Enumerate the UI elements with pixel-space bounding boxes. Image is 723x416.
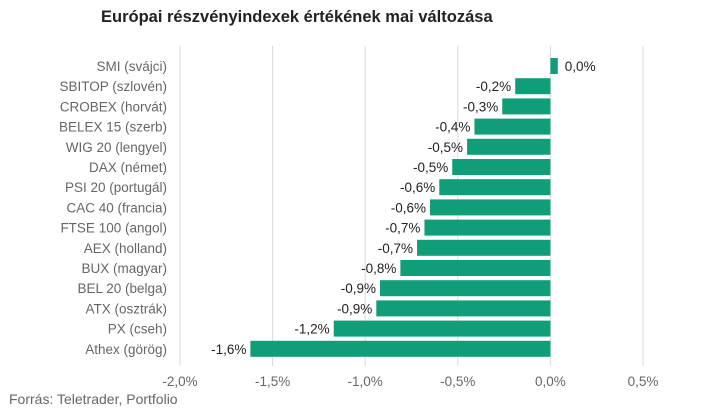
category-label: PX (cseh): [108, 322, 167, 337]
value-labels: 0,0% -0,2% -0,3% -0,4% -0,5% -0,5% -0,6% -0,6% -…: [211, 59, 595, 357]
bar: [250, 340, 551, 357]
bar: [452, 159, 551, 175]
bar: [400, 260, 551, 276]
bar: [333, 320, 551, 337]
bar: [424, 219, 551, 236]
bar: [439, 179, 551, 196]
category-label: Athex (görög): [85, 342, 167, 357]
x-axis-tick-labels: -2,0% -1,5% -1,0% -0,5% 0,0% 0,5%: [162, 374, 658, 389]
bar: [515, 78, 551, 95]
category-label: FTSE 100 (angol): [60, 221, 167, 236]
bar: [376, 300, 551, 317]
value-label: -0,9%: [341, 281, 376, 296]
value-label: -0,5%: [413, 160, 448, 175]
value-label: 0,0%: [565, 59, 596, 74]
x-tick-label: -1,0%: [348, 374, 383, 389]
value-label: -0,4%: [435, 120, 470, 135]
category-label: BELEX 15 (szerb): [59, 120, 167, 135]
category-label: DAX (német): [89, 160, 167, 175]
value-label: -0,2%: [476, 79, 511, 94]
value-label: -0,3%: [463, 99, 498, 114]
x-tick-label: 0,0%: [535, 374, 566, 389]
bar: [550, 58, 558, 74]
category-label: PSI 20 (portugál): [65, 180, 167, 195]
category-label: CAC 40 (francia): [66, 200, 167, 215]
value-label: -0,6%: [391, 200, 426, 215]
category-label: SBITOP (szlovén): [59, 79, 167, 94]
category-label: BUX (magyar): [81, 261, 167, 276]
value-label: -1,2%: [294, 322, 329, 337]
value-label: -0,7%: [378, 241, 413, 256]
value-label: -0,7%: [385, 221, 420, 236]
value-label: -0,9%: [337, 301, 372, 316]
value-label: -0,6%: [400, 180, 435, 195]
category-label: WIG 20 (lengyel): [66, 140, 167, 155]
x-tick-label: -0,5%: [440, 374, 475, 389]
category-label: AEX (holland): [84, 241, 167, 256]
bar: [467, 138, 551, 155]
category-label: SMI (svájci): [97, 59, 168, 74]
x-tick-label: -1,5%: [255, 374, 290, 389]
category-label: CROBEX (horvát): [60, 99, 167, 114]
x-tick-label: 0,5%: [628, 374, 659, 389]
value-label: -0,8%: [361, 261, 396, 276]
bars: [250, 58, 558, 357]
category-label: BEL 20 (belga): [77, 281, 167, 296]
bar: [474, 118, 551, 135]
chart-title: Európai részvényindexek értékének mai vá…: [101, 8, 493, 26]
source-note: Forrás: Teletrader, Portfolio: [9, 391, 178, 407]
value-label: -1,6%: [211, 342, 246, 357]
category-label: ATX (osztrák): [85, 301, 167, 316]
value-label: -0,5%: [428, 140, 463, 155]
category-labels: SMI (svájci) SBITOP (szlovén) CROBEX (horv…: [59, 59, 167, 357]
bar: [502, 98, 551, 115]
bar: [417, 239, 551, 256]
bar: [430, 199, 551, 216]
bar: [380, 280, 551, 297]
x-tick-label: -2,0%: [162, 374, 197, 389]
